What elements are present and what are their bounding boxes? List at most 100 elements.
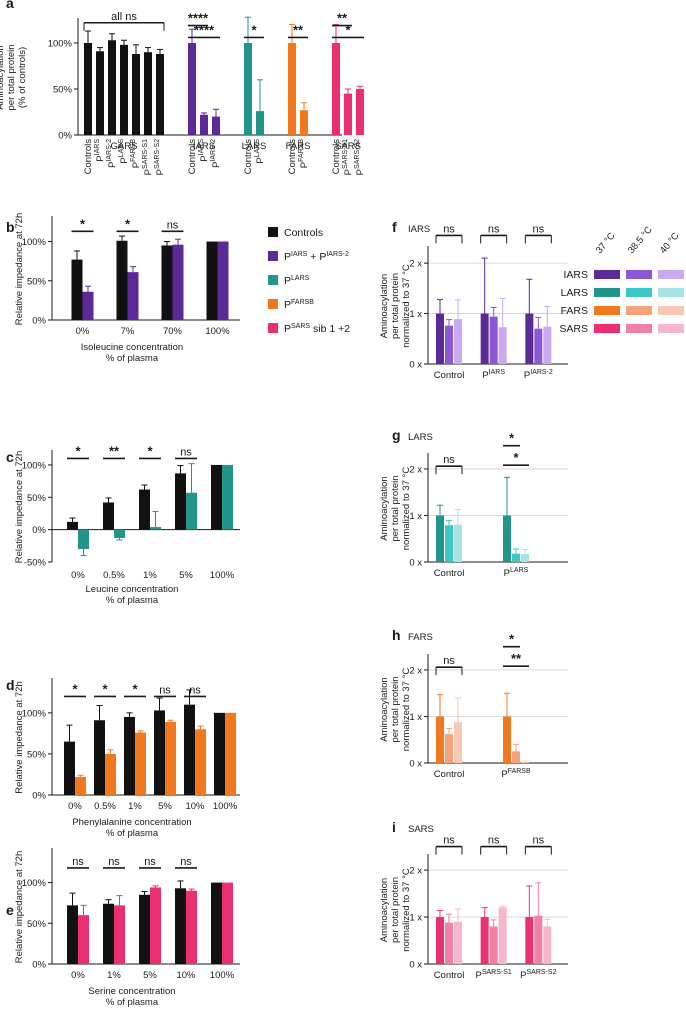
bar-c-1 <box>114 529 125 539</box>
bar-e-1 <box>114 905 125 964</box>
x-tick-label: PSARS-S2 <box>154 139 166 175</box>
x-tick-label: 1% <box>107 970 121 981</box>
y-tick-label: 2 x <box>409 464 422 475</box>
bar-i-0-0 <box>436 917 444 964</box>
bar-f-2-0 <box>525 313 534 364</box>
bar-a-fars-0 <box>288 43 296 135</box>
legend-temp-swatch <box>626 288 652 297</box>
significance-label: ns <box>533 223 545 235</box>
y-tick-label: 100% <box>22 708 47 719</box>
x-tick-label: 0% <box>71 570 85 581</box>
x-axis-label: % of plasma <box>106 595 159 606</box>
bar-b-0 <box>71 259 83 320</box>
bar-g-0-0 <box>436 515 444 562</box>
group-label: IARS <box>193 141 215 152</box>
x-tick-label: Control <box>434 370 465 381</box>
significance-label: ns <box>189 684 201 696</box>
bar-c-1 <box>186 492 197 530</box>
panel-title-g: LARS <box>408 432 433 443</box>
bar-e-1 <box>78 915 89 964</box>
x-tick-label: 100% <box>213 801 238 812</box>
bar-i-1-1 <box>489 926 498 964</box>
bar-f-0-0 <box>436 313 444 364</box>
bar-h-1-1 <box>512 751 520 763</box>
bar-e-0 <box>175 888 186 964</box>
x-tick-label: Control <box>434 568 465 579</box>
panel-title-i: SARS <box>408 824 434 835</box>
x-tick-label: PIARS-2 <box>524 369 553 381</box>
significance-label: * <box>509 632 515 647</box>
bar-i-0-1 <box>445 922 453 964</box>
legend-swatch-0 <box>268 227 278 237</box>
y-axis-label: Relative impedance at 72h <box>14 681 25 794</box>
x-axis-label: Phenylalanine concentration <box>72 817 191 828</box>
bar-h-1-0 <box>503 716 511 763</box>
bar-a-gars-6 <box>156 54 164 135</box>
panel-label-c: c <box>6 449 14 465</box>
x-tick-label: PLARS <box>118 139 130 164</box>
significance-label: ns <box>488 835 500 847</box>
significance-label: * <box>345 22 351 37</box>
x-tick-label: 7% <box>121 326 135 337</box>
panel-label-g: g <box>392 427 401 443</box>
y-axis-label: per total protein <box>390 877 401 943</box>
bar-d-0 <box>64 741 75 795</box>
x-tick-label: Control <box>434 970 465 981</box>
x-tick-label: 0.5% <box>94 801 116 812</box>
bar-g-1-2 <box>521 554 529 562</box>
panel-label-f: f <box>392 219 397 235</box>
y-tick-label: 100% <box>48 39 73 50</box>
bar-c-0 <box>211 464 222 530</box>
x-tick-label: 100% <box>205 326 230 337</box>
legend-swatch-3 <box>268 299 278 309</box>
y-axis-label: Relative impedance at 72h <box>14 451 25 564</box>
y-tick-label: 0% <box>32 791 46 802</box>
y-tick-label: 50% <box>27 493 47 504</box>
y-tick-label: 0% <box>32 316 46 327</box>
bar-h-0-1 <box>445 734 453 763</box>
significance-label: ** <box>337 11 348 26</box>
bar-e-0 <box>211 882 222 964</box>
x-tick-label: PSARS-S1 <box>476 969 512 981</box>
x-tick-label: PFARSB <box>501 768 531 780</box>
x-tick-label: 1% <box>128 801 142 812</box>
x-axis-label: Isoleucine concentration <box>81 342 183 353</box>
bar-d-1 <box>105 753 116 795</box>
bar-a-gars-3 <box>120 44 128 136</box>
x-tick-label: 5% <box>158 801 172 812</box>
y-axis-label: Relative impedance at 72h <box>14 851 25 964</box>
x-tick-label: PFARSB <box>298 139 310 169</box>
panel-label-b: b <box>6 219 15 235</box>
legend-label: PFARSB <box>284 299 314 311</box>
x-tick-label: PLARS <box>254 139 266 164</box>
bar-d-1 <box>75 776 86 795</box>
bar-c-0 <box>175 473 186 530</box>
panel-label-d: d <box>6 677 15 693</box>
significance-label: * <box>132 681 138 696</box>
significance-label: * <box>72 681 78 696</box>
y-axis-label: per total protein <box>390 273 401 339</box>
significance-label: ns <box>180 856 192 868</box>
significance-label: * <box>251 22 257 37</box>
y-tick-label: 100% <box>22 878 47 889</box>
bar-i-2-0 <box>525 917 534 964</box>
legend-temp-label: 40 °C <box>658 230 682 255</box>
significance-label: * <box>147 443 153 458</box>
y-tick-label: 0% <box>32 960 46 971</box>
legend-label: PIARS + PIARS-2 <box>284 251 349 263</box>
significance-label: ns <box>443 223 455 235</box>
x-tick-label: PIARS <box>94 139 106 162</box>
legend-row-label: LARS <box>561 287 588 299</box>
x-tick-label: Controls <box>187 139 198 175</box>
y-tick-label: 0% <box>32 525 46 536</box>
bar-f-2-1 <box>534 328 543 364</box>
significance-label: ns <box>167 219 179 231</box>
y-tick-label: 100% <box>22 460 47 471</box>
significance-label: ns <box>108 856 120 868</box>
group-label: GARS <box>111 141 138 152</box>
bar-a-iars-0 <box>188 43 196 135</box>
bar-a-iars-1 <box>200 114 208 135</box>
x-tick-label: 70% <box>163 326 183 337</box>
y-tick-label: 2 x <box>409 866 422 877</box>
